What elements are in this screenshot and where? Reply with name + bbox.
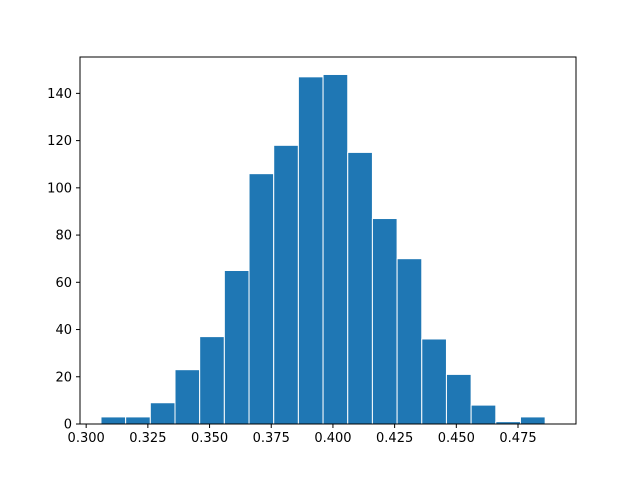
- x-axis: 0.300 0.325 0.350 0.375 0.400 0.425 0.450 0.475: [68, 424, 537, 446]
- x-tick-label-7: 0.450: [438, 431, 475, 446]
- histogram-bar-2: [125, 416, 151, 425]
- y-tick-label-7: 120: [47, 134, 72, 149]
- histogram-bar-5: [199, 336, 225, 425]
- y-axis: 0 20 40 60 80 100 120 140: [47, 87, 80, 433]
- histogram-bar-3: [149, 402, 176, 425]
- histogram-bar-4: [174, 369, 201, 425]
- histogram-bar-15: [445, 373, 472, 425]
- x-tick-label-5: 0.400: [314, 431, 351, 446]
- histogram-bar-6: [223, 269, 250, 425]
- y-tick-label-6: 100: [47, 181, 72, 196]
- histogram-bar-18: [519, 416, 546, 425]
- y-tick-label-5: 80: [55, 229, 72, 244]
- x-tick-label-4: 0.375: [253, 431, 290, 446]
- histogram-bar-12: [371, 218, 398, 425]
- histogram-bar-14: [421, 338, 447, 425]
- y-tick-label-2: 20: [55, 370, 72, 385]
- histogram-bar-1: [100, 416, 127, 425]
- y-tick-label-8: 140: [47, 87, 72, 102]
- histogram-bar-8: [273, 144, 299, 425]
- histogram-bar-9: [297, 76, 324, 425]
- x-tick-label-1: 0.300: [68, 431, 105, 446]
- plot-frame: [79, 56, 577, 425]
- y-tick-label-4: 60: [55, 276, 72, 291]
- x-tick-label-2: 0.325: [129, 431, 166, 446]
- y-tick-label-3: 40: [55, 323, 72, 338]
- x-tick-label-6: 0.425: [376, 431, 413, 446]
- histogram-bar-7: [248, 173, 275, 425]
- histogram-bar-11: [347, 151, 373, 425]
- histogram-bar-10: [322, 73, 349, 425]
- y-tick-label-1: 0: [64, 418, 72, 433]
- bars-layer: [100, 73, 546, 425]
- histogram-bar-16: [470, 404, 497, 425]
- histogram-bar-13: [396, 258, 423, 425]
- x-tick-label-3: 0.350: [191, 431, 228, 446]
- x-tick-label-8: 0.475: [499, 431, 536, 446]
